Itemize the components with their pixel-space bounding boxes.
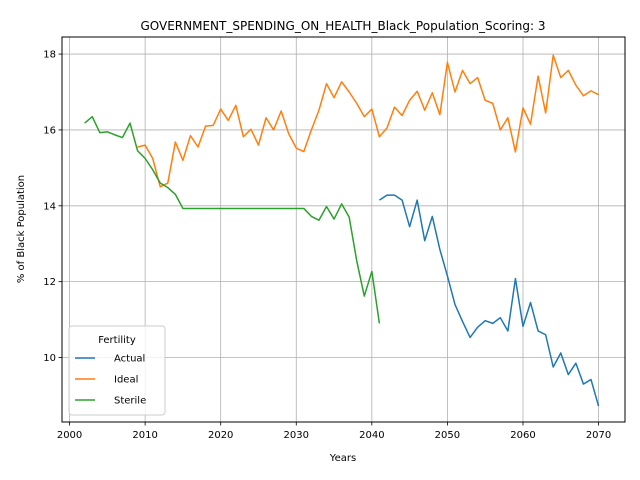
- x-axis-label: Years: [329, 453, 356, 464]
- x-tick-label: 2010: [132, 430, 157, 441]
- axis-ticks: 2000 2010 2020 2030 2040 2050 2060 2070 10 12 14 16…: [43, 50, 611, 441]
- series-line-actual: [378, 194, 600, 407]
- legend-label-actual: Actual: [114, 354, 145, 365]
- x-tick-label: 2000: [57, 430, 82, 441]
- x-tick-label: 2050: [435, 430, 460, 441]
- plot-area-frame: [61, 36, 626, 423]
- legend-box: [68, 325, 166, 416]
- chart-title: GOVERNMENT_SPENDING_ON_HEALTH_Black_Popu…: [140, 19, 545, 33]
- x-tick-label: 2060: [510, 430, 535, 441]
- y-tick-label: 10: [43, 353, 56, 364]
- x-tick-label: 2020: [208, 430, 233, 441]
- legend: Fertility Actual Ideal Sterile: [68, 325, 166, 416]
- y-tick-label: 16: [43, 125, 56, 136]
- series-line-ideal: [137, 54, 599, 188]
- series-lines: [84, 54, 600, 407]
- y-tick-label: 12: [43, 277, 56, 288]
- x-tick-label: 2070: [586, 430, 611, 441]
- x-tick-label: 2040: [359, 430, 384, 441]
- legend-label-sterile: Sterile: [114, 396, 146, 407]
- x-tick-label: 2030: [284, 430, 309, 441]
- legend-title: Fertility: [98, 335, 136, 346]
- y-tick-label: 18: [43, 50, 56, 61]
- y-axis-label: % of Black Population: [16, 175, 27, 283]
- y-tick-label: 14: [43, 201, 56, 212]
- series-line-sterile: [84, 115, 381, 324]
- legend-entries: Actual Ideal Sterile: [75, 354, 146, 407]
- legend-label-ideal: Ideal: [114, 375, 138, 386]
